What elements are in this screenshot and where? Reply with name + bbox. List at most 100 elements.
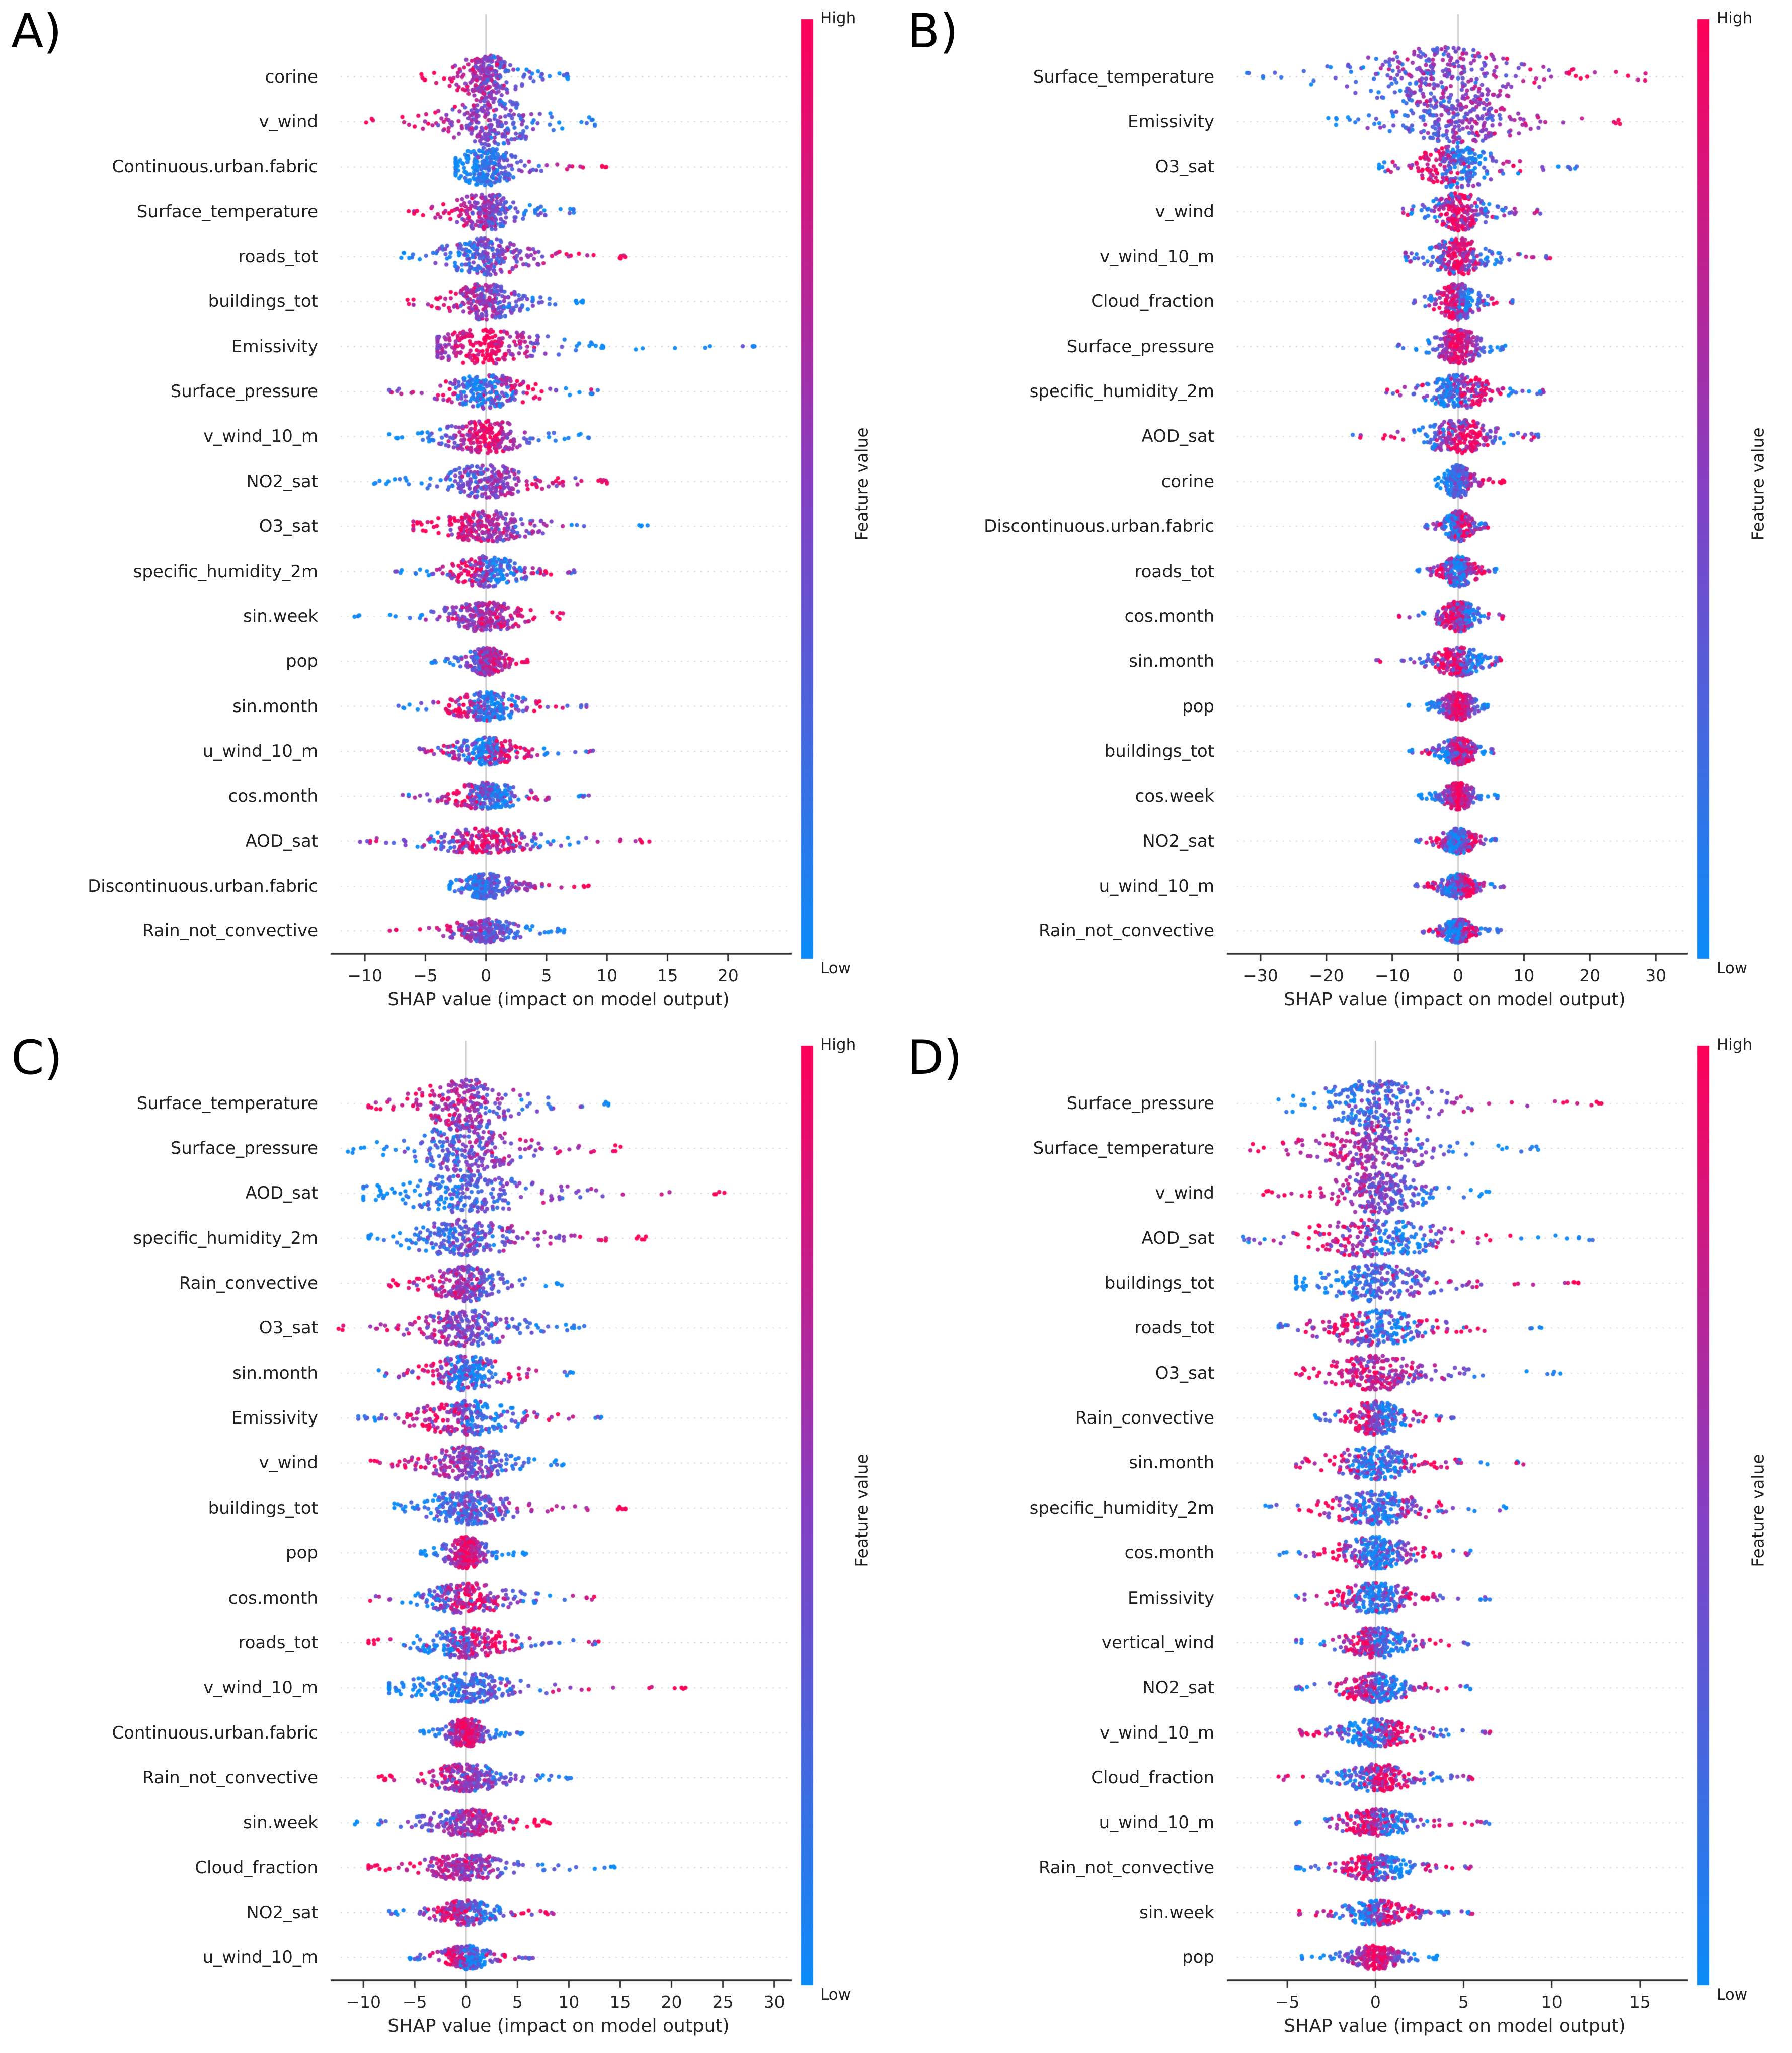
beeswarm-plot-c [0, 1026, 896, 2053]
feature-label: Emissivity [231, 1408, 318, 1429]
feature-label: v_wind_10_m [1100, 247, 1214, 267]
feature-label: buildings_tot [1104, 1273, 1214, 1294]
labels-layer-c: Surface_temperature Surface_pressure AOD_s… [0, 1026, 896, 2053]
feature-label: Cloud_fraction [1091, 1767, 1214, 1788]
panel-letter-a: A) [11, 4, 62, 59]
x-tick-label: 10 [1541, 1992, 1563, 2012]
feature-label: v_wind_10_m [1100, 1722, 1214, 1743]
x-tick-label: 20 [717, 966, 739, 985]
panel-d: Surface_pressure Surface_temperature v_win… [896, 1026, 1792, 2053]
x-tick-label: 30 [1645, 966, 1667, 985]
x-axis-label: SHAP value (impact on model output) [387, 989, 730, 1010]
panel-c: Surface_temperature Surface_pressure AOD_s… [0, 1026, 896, 2053]
x-tick-label: −10 [1374, 966, 1410, 985]
feature-label: pop [286, 651, 318, 672]
feature-label: Surface_temperature [1033, 66, 1214, 87]
feature-label: NO2_sat [1142, 1678, 1214, 1698]
feature-label: Rain_not_convective [142, 921, 318, 941]
feature-label: corine [1161, 471, 1214, 492]
feature-label: cos.month [228, 1588, 318, 1608]
colorbar-low-label: Low [820, 1986, 851, 2004]
feature-label: pop [1182, 696, 1214, 717]
labels-layer-b: Surface_temperature Emissivity O3_sat v_win… [896, 0, 1792, 1026]
feature-label: roads_tot [1134, 1318, 1214, 1338]
feature-label: sin.month [232, 1363, 318, 1383]
feature-label: NO2_sat [246, 471, 318, 492]
colorbar-high-label: High [1717, 1036, 1753, 1054]
feature-label: Cloud_fraction [195, 1857, 318, 1878]
x-tick-label: −5 [1275, 1992, 1300, 2012]
feature-label: specific_humidity_2m [133, 561, 318, 582]
feature-label: Surface_temperature [136, 1093, 318, 1114]
feature-label: Emissivity [231, 336, 318, 357]
feature-label: Discontinuous.urban.fabric [88, 876, 318, 896]
feature-label: O3_sat [1155, 1363, 1214, 1383]
feature-label: roads_tot [238, 247, 318, 267]
feature-label: roads_tot [1134, 561, 1214, 582]
x-tick-label: 15 [609, 1992, 631, 2012]
x-tick-label: −30 [1243, 966, 1278, 985]
labels-layer-d: Surface_pressure Surface_temperature v_win… [896, 1026, 1792, 2053]
feature-label: AOD_sat [245, 831, 318, 851]
feature-label: Cloud_fraction [1091, 291, 1214, 312]
x-tick-label: 10 [596, 966, 618, 985]
feature-label: O3_sat [259, 1318, 318, 1338]
x-tick-label: −10 [347, 966, 382, 985]
panel-letter-b: B) [907, 4, 959, 59]
x-axis-label: SHAP value (impact on model output) [1284, 989, 1626, 1010]
feature-label: Surface_pressure [170, 1138, 318, 1159]
feature-label: sin.week [243, 606, 318, 626]
feature-label: v_wind_10_m [203, 1678, 318, 1698]
feature-label: Continuous.urban.fabric [112, 156, 318, 177]
feature-label: Rain_not_convective [1039, 1857, 1214, 1878]
feature-label: pop [286, 1543, 318, 1563]
feature-label: Surface_pressure [1066, 1093, 1214, 1114]
feature-label: pop [1182, 1947, 1214, 1968]
x-tick-label: 0 [460, 1992, 472, 2012]
x-tick-label: 0 [481, 966, 492, 985]
feature-label: vertical_wind [1101, 1632, 1214, 1653]
beeswarm-plot-b [896, 0, 1792, 1026]
feature-label: specific_humidity_2m [1029, 1497, 1214, 1518]
feature-label: AOD_sat [1141, 426, 1214, 447]
feature-label: buildings_tot [1104, 741, 1214, 761]
x-tick-label: 0 [1453, 966, 1464, 985]
colorbar-low-label: Low [1717, 959, 1748, 977]
feature-label: u_wind_10_m [202, 1947, 318, 1968]
feature-label: u_wind_10_m [202, 741, 318, 761]
x-axis-label: SHAP value (impact on model output) [1284, 2016, 1626, 2036]
x-tick-label: −5 [402, 1992, 427, 2012]
x-tick-label: 25 [712, 1992, 734, 2012]
feature-label: v_wind [259, 112, 318, 132]
colorbar-title: Feature value [1748, 1454, 1768, 1567]
feature-label: sin.month [232, 696, 318, 717]
feature-label: v_wind_10_m [203, 426, 318, 447]
colorbar-high-label: High [820, 9, 856, 27]
feature-label: cos.week [1135, 786, 1214, 807]
x-tick-label: −20 [1308, 966, 1344, 985]
x-tick-label: 15 [1629, 1992, 1651, 2012]
feature-label: u_wind_10_m [1099, 876, 1214, 896]
feature-label: O3_sat [1155, 156, 1214, 177]
feature-label: Rain_not_convective [1039, 921, 1214, 941]
feature-label: cos.month [1124, 606, 1214, 626]
feature-label: sin.week [243, 1812, 318, 1833]
x-tick-label: 10 [1513, 966, 1535, 985]
x-tick-label: −5 [413, 966, 438, 985]
feature-label: Surface_pressure [170, 381, 318, 402]
feature-label: Surface_pressure [1066, 336, 1214, 357]
x-tick-label: 10 [558, 1992, 580, 2012]
feature-label: Emissivity [1128, 112, 1214, 132]
x-tick-label: 15 [657, 966, 678, 985]
x-tick-label: 5 [541, 966, 552, 985]
feature-label: v_wind [259, 1453, 318, 1473]
colorbar-high-label: High [1717, 9, 1753, 27]
feature-label: AOD_sat [245, 1183, 318, 1204]
feature-label: v_wind [1155, 201, 1214, 222]
feature-label: NO2_sat [246, 1902, 318, 1923]
panel-letter-d: D) [907, 1031, 963, 1085]
x-tick-label: −10 [346, 1992, 381, 2012]
x-tick-label: 20 [1579, 966, 1601, 985]
x-tick-label: 0 [1370, 1992, 1381, 2012]
